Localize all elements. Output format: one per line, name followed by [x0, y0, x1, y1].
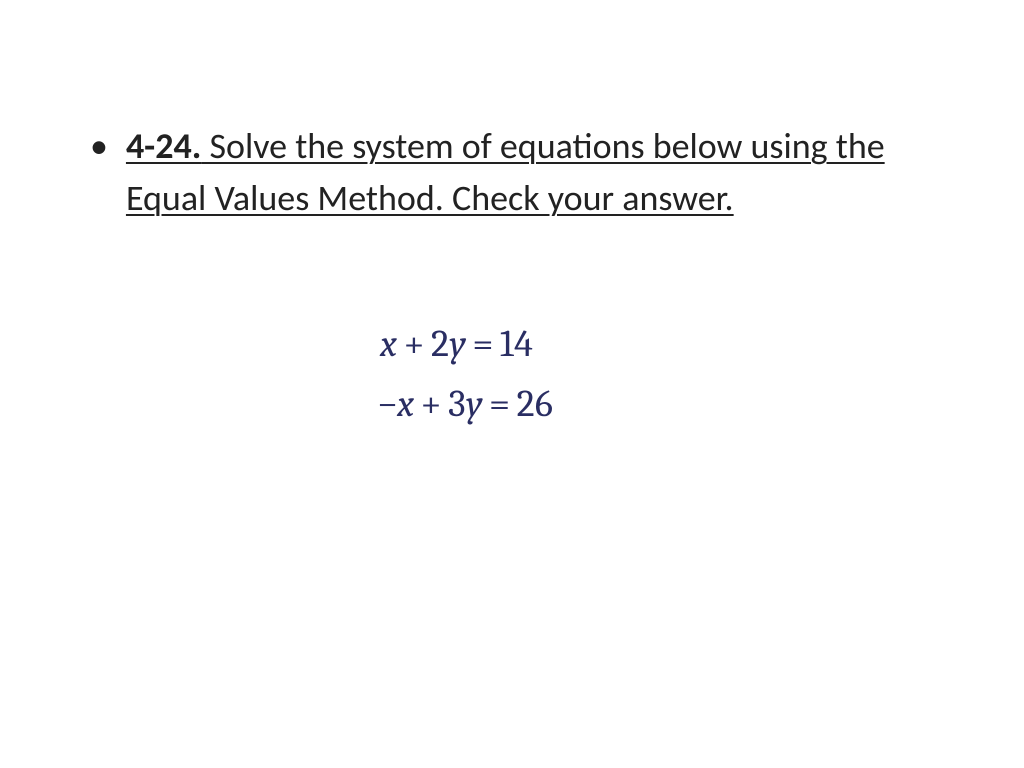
problem-number: 4-24.: [126, 124, 201, 168]
equation-1: x+2y=14: [380, 314, 934, 374]
eq2-neg: −: [377, 382, 397, 426]
eq1-plus: +: [397, 322, 431, 366]
eq2-equals: =: [483, 382, 517, 426]
eq1-coef-y: 2: [431, 322, 449, 366]
eq2-x: x: [397, 382, 414, 426]
eq2-plus: +: [415, 382, 449, 426]
eq1-y: y: [449, 322, 466, 366]
eq1-equals: =: [466, 322, 500, 366]
eq2-coef-y: 3: [448, 382, 466, 426]
equation-2: −x+3y=26: [377, 374, 934, 434]
equation-block: x+2y=14 −x+3y=26: [380, 314, 934, 434]
eq1-rhs: 14: [500, 322, 533, 366]
eq2-y: y: [466, 382, 483, 426]
bullet-icon: •: [90, 120, 108, 172]
slide: • 4-24. Solve the system of equations be…: [0, 0, 1024, 768]
problem-text: 4-24. Solve the system of equations belo…: [126, 120, 934, 224]
eq1-x: x: [380, 322, 397, 366]
problem-body: Solve the system of equations below usin…: [126, 124, 885, 220]
eq2-rhs: 26: [517, 382, 554, 426]
problem-line: • 4-24. Solve the system of equations be…: [90, 120, 934, 224]
